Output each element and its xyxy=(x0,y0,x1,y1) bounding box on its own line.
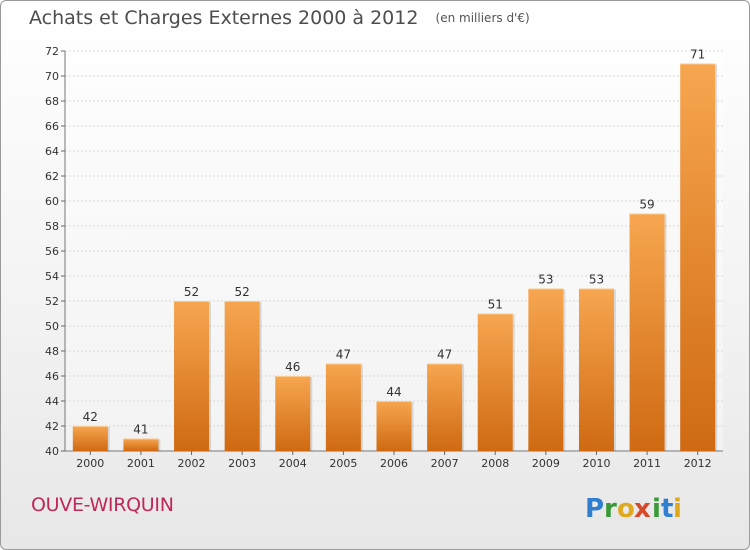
data-label: 53 xyxy=(589,273,604,287)
y-tick-label: 68 xyxy=(45,95,59,108)
svg-text:x: x xyxy=(634,494,651,524)
bar xyxy=(578,288,614,451)
data-label: 46 xyxy=(285,360,300,374)
data-label: 42 xyxy=(83,410,98,424)
y-tick-label: 56 xyxy=(45,245,59,258)
data-label: 59 xyxy=(639,198,654,212)
y-tick-label: 42 xyxy=(45,420,59,433)
y-tick-label: 46 xyxy=(45,370,59,383)
bar xyxy=(376,401,412,451)
bar xyxy=(123,438,159,451)
x-tick-label: 2009 xyxy=(532,457,560,470)
x-tick-label: 2001 xyxy=(127,457,155,470)
data-label: 44 xyxy=(386,385,401,399)
svg-text:P: P xyxy=(585,494,604,524)
bar xyxy=(477,313,513,451)
data-label: 52 xyxy=(184,285,199,299)
bar xyxy=(174,301,210,451)
y-tick-label: 72 xyxy=(45,45,59,58)
y-tick-label: 60 xyxy=(45,195,59,208)
x-tick-label: 2010 xyxy=(582,457,610,470)
bar xyxy=(528,288,564,451)
x-tick-label: 2000 xyxy=(76,457,104,470)
y-tick-label: 66 xyxy=(45,120,59,133)
data-label: 71 xyxy=(690,48,705,62)
svg-text:o: o xyxy=(617,494,635,524)
title-row: Achats et Charges Externes 2000 à 2012 (… xyxy=(29,7,530,29)
x-tick-label: 2005 xyxy=(329,457,357,470)
svg-text:i: i xyxy=(652,494,661,524)
x-tick-label: 2006 xyxy=(380,457,408,470)
svg-text:r: r xyxy=(604,494,617,524)
y-tick-label: 62 xyxy=(45,170,59,183)
y-tick-label: 50 xyxy=(45,320,59,333)
y-tick-label: 70 xyxy=(45,70,59,83)
chart-title: Achats et Charges Externes 2000 à 2012 xyxy=(29,7,419,29)
y-tick-label: 48 xyxy=(45,345,59,358)
data-label: 52 xyxy=(235,285,250,299)
data-label: 47 xyxy=(437,348,452,362)
x-tick-label: 2003 xyxy=(228,457,256,470)
x-tick-label: 2008 xyxy=(481,457,509,470)
x-tick-label: 2002 xyxy=(178,457,206,470)
x-tick-label: 2011 xyxy=(633,457,661,470)
y-tick-label: 52 xyxy=(45,295,59,308)
data-label: 41 xyxy=(133,423,148,437)
x-tick-label: 2012 xyxy=(684,457,712,470)
data-label: 53 xyxy=(538,273,553,287)
bar xyxy=(325,363,361,451)
y-tick-label: 40 xyxy=(45,445,59,458)
bar xyxy=(427,363,463,451)
chart-unit: (en milliers d'€) xyxy=(435,11,530,25)
bar xyxy=(275,376,311,451)
data-label: 51 xyxy=(488,298,503,312)
data-label: 47 xyxy=(336,348,351,362)
y-tick-label: 54 xyxy=(45,270,59,283)
svg-text:i: i xyxy=(673,494,682,524)
y-tick-label: 58 xyxy=(45,220,59,233)
bar xyxy=(680,63,716,451)
y-tick-label: 44 xyxy=(45,395,59,408)
bar xyxy=(629,213,665,451)
bar xyxy=(224,301,260,451)
proxiti-logo: P r o x i t i xyxy=(585,494,682,524)
y-tick-label: 64 xyxy=(45,145,59,158)
bar xyxy=(72,426,108,451)
commune-name: OUVE-WIRQUIN xyxy=(31,494,174,516)
x-tick-label: 2004 xyxy=(279,457,307,470)
x-tick-label: 2007 xyxy=(431,457,459,470)
svg-text:t: t xyxy=(661,494,673,524)
